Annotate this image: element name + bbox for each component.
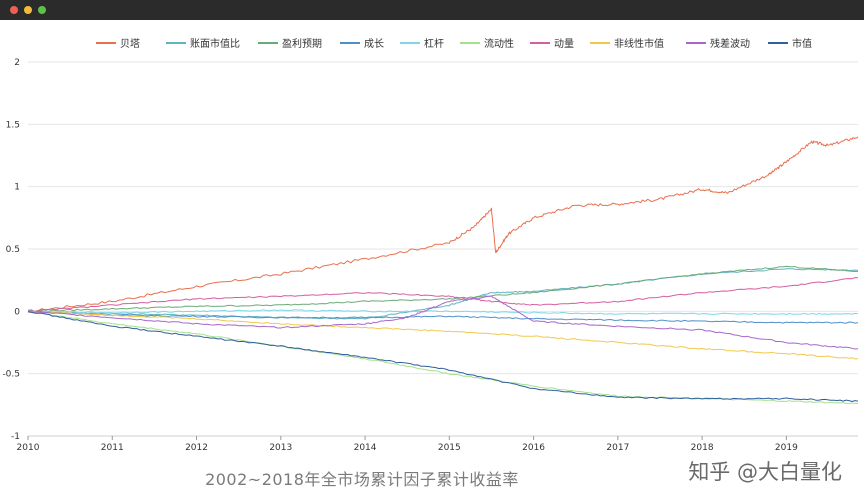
- legend-label-1: 账面市值比: [190, 37, 240, 50]
- legend-label-9: 市值: [792, 37, 812, 50]
- x-tick-label-2019: 2019: [775, 443, 798, 453]
- maximize-window-button[interactable]: [38, 6, 46, 14]
- legend-label-6: 动量: [554, 38, 574, 50]
- legend-label-2: 盈利预期: [282, 38, 322, 50]
- series-line-2: [27, 265, 859, 312]
- legend-label-4: 杠杆: [424, 37, 444, 50]
- series-line-3: [27, 310, 859, 324]
- legend-label-3: 成长: [364, 38, 384, 50]
- x-tick-label-2017: 2017: [606, 443, 629, 453]
- legend-label-5: 流动性: [484, 37, 514, 50]
- series-line-9: [27, 311, 859, 402]
- window-titlebar: [0, 0, 864, 20]
- series-line-5: [28, 311, 859, 405]
- x-tick-label-2018: 2018: [691, 443, 714, 453]
- x-axis-ticks: 2010 2011 2012 2013 2014 2015 2016 2017 2018 2019: [17, 435, 858, 453]
- chart-legend: 贝塔 账面市值比 盈利预期 成长 杠杆 流动性 动量 非线性市值 残差波动 市值: [96, 37, 812, 50]
- minimize-window-button[interactable]: [24, 6, 32, 14]
- chart-panel: [0, 20, 864, 460]
- x-tick-label-2011: 2011: [101, 443, 124, 453]
- series-line-8: [27, 295, 859, 350]
- series-line-4: [27, 309, 859, 315]
- legend-label-0: 贝塔: [120, 37, 140, 50]
- y-tick-label-1.5: 1.5: [6, 120, 20, 130]
- x-tick-label-2015: 2015: [438, 443, 461, 453]
- legend-label-7: 非线性市值: [614, 37, 664, 50]
- caption-text: 2002~2018年全市场累计因子累计收益率: [205, 470, 519, 489]
- line-chart: 2 1.5 1 0.5 0 -0.5 -1 2010 2011 2012 2013 2014 2015…: [2, 37, 859, 453]
- y-axis-ticks: 2 1.5 1 0.5 0 -0.5 -1: [2, 58, 20, 442]
- chart-caption: 2002~2018年全市场累计因子累计收益率: [0, 466, 864, 490]
- x-tick-label-2014: 2014: [354, 443, 377, 453]
- chart-grid: [28, 61, 858, 437]
- series-line-6: [27, 277, 859, 313]
- x-tick-label-2012: 2012: [185, 443, 208, 453]
- x-tick-label-2016: 2016: [522, 443, 545, 453]
- y-tick-label-0.5: 0.5: [6, 245, 20, 255]
- series-line-7: [27, 310, 859, 360]
- y-tick-label--1: -1: [11, 432, 20, 442]
- y-tick-label-2: 2: [14, 58, 20, 68]
- watermark-text: 知乎 @大白量化: [688, 460, 842, 484]
- close-window-button[interactable]: [10, 6, 18, 14]
- series-line-0: [27, 136, 859, 313]
- x-tick-label-2013: 2013: [269, 443, 292, 453]
- legend-label-8: 残差波动: [710, 37, 750, 50]
- y-tick-label-0: 0: [14, 307, 20, 317]
- chart-series-lines: [27, 136, 859, 405]
- x-tick-label-2010: 2010: [17, 443, 40, 453]
- y-tick-label-1: 1: [14, 183, 20, 193]
- y-tick-label--0.5: -0.5: [2, 370, 20, 380]
